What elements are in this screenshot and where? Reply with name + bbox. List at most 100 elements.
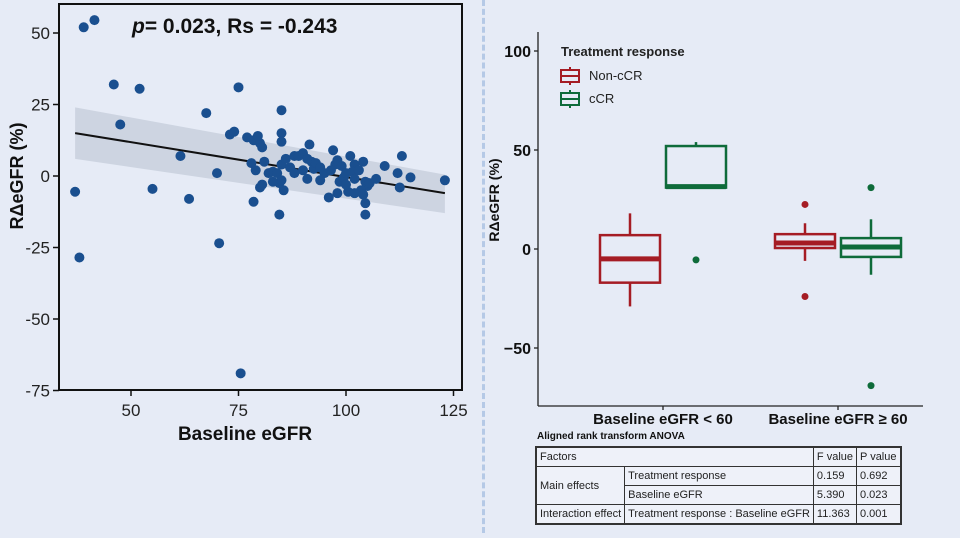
scatter-point [115,119,126,130]
scatter-point [379,160,390,171]
box-non-ccr-1 [773,200,837,301]
scatter-axes: 50 25 0 -25 -50 -75 50 75 100 125 [25,3,468,420]
legend-item-ccr: cCR [560,90,614,108]
scatter-point [325,165,336,176]
box-ccr-0 [664,142,728,264]
table-row: Main effects Treatment response 0.159 0.… [535,466,901,505]
y-axis-label: RΔeGFR (%) [7,123,27,230]
scatter-point [341,179,351,190]
outlier-point [867,184,875,192]
box-ccr-1 [839,184,903,390]
scatter-point [147,183,158,194]
header-f-value: F value [812,446,858,467]
scatter-point [405,172,416,183]
factor-cell: Treatment response : Baseline eGFR [624,504,814,525]
header-factors: Factors [535,446,814,467]
y-tick-label: 0 [522,242,531,259]
legend-title: Treatment response [561,44,685,59]
scatter-point [248,196,259,207]
scatter-point [358,156,369,167]
y-tick-label: -25 [25,239,50,258]
annotation-text: = 0.023, Rs = -0.243 [145,15,338,38]
scatter-point [89,15,100,26]
scatter-point [396,150,407,161]
table-header-row: Factors F value P value [535,446,901,467]
legend-item-non-ccr: Non-cCR [560,67,642,85]
scatter-chart: 50 25 0 -25 -50 -75 50 75 100 125 p= 0.023, Rs = … [7,3,468,445]
panel-divider [482,0,485,533]
scatter-point [276,136,287,147]
scatter-point [274,209,285,220]
scatter-point [175,150,186,161]
f-value-cell: 5.390 [812,485,858,505]
scatter-point [439,175,450,186]
outlier-point [801,293,809,301]
p-value-cell: 0.023 [856,485,901,505]
f-value-cell: 11.363 [812,504,858,525]
scatter-point [302,173,313,184]
interaction-effect-label: Interaction effect [535,504,626,525]
scatter-point [108,79,119,90]
scatter-point [280,153,291,164]
scatter-point [267,176,278,187]
scatter-point [257,142,268,153]
scatter-point [298,165,308,176]
f-value-cell: 0.159 [812,466,858,486]
scatter-point [345,150,356,161]
y-tick-label: −50 [504,341,531,358]
y-tick-label: -75 [25,382,50,401]
scatter-point [371,173,382,184]
scatter-point [233,82,244,93]
scatter-point [360,209,371,220]
anova-table: Factors F value P value Main effects Tre… [535,446,902,525]
scatter-point [70,186,81,197]
p-value-cell: 0.001 [856,504,901,525]
boxplot-boxes [598,142,903,390]
scatter-point [332,188,343,199]
scatter-point [276,128,287,139]
scatter-point [276,175,287,186]
scatter-point [235,368,246,379]
outlier-point [692,256,700,264]
correlation-annotation: p= 0.023, Rs = -0.243 [131,15,337,38]
scatter-point [358,189,369,200]
y-tick-label: 50 [513,143,531,160]
y-tick-label: 25 [31,96,50,115]
scatter-points [70,15,450,379]
scatter-point [257,179,268,190]
boxplot-axes: 100 50 0 −50 Baseline eGFR < 60 Baseline eGFR… [504,32,923,428]
scatter-panel: 50 25 0 -25 -50 -75 50 75 100 125 p= 0.023, Rs = … [0,0,470,533]
outlier-point [801,200,809,208]
y-tick-label: 100 [504,44,531,61]
x-tick-label: Baseline eGFR < 60 [593,411,733,428]
scatter-point [250,165,261,176]
p-value-cell: 0.692 [856,466,901,486]
plot-frame [58,3,463,391]
scatter-point [201,108,212,119]
p-symbol: p [131,15,145,38]
legend-label: cCR [589,91,614,106]
box-non-ccr-0 [598,213,662,307]
scatter-point [315,175,326,186]
factor-cell: Treatment response [624,466,814,486]
factor-cell: Baseline eGFR [624,485,814,505]
x-tick-label: 125 [439,401,467,420]
table-row: Interaction effect Treatment response : … [535,504,901,525]
scatter-point [229,126,240,137]
scatter-point [360,198,371,209]
legend-label: Non-cCR [589,68,642,83]
outlier-point [867,382,875,390]
scatter-point [214,238,225,249]
scatter-point [134,83,145,94]
legend: Treatment response Non-cCR cCR [560,44,685,108]
boxplot-panel: 100 50 0 −50 Baseline eGFR < 60 Baseline eGFR… [486,0,960,533]
x-tick-label: 100 [332,401,360,420]
header-p-value: P value [856,446,901,467]
table-row: Baseline eGFR 5.390 0.023 [536,485,901,505]
scatter-point [353,165,364,176]
boxplot-chart: 100 50 0 −50 Baseline eGFR < 60 Baseline eGFR… [486,32,923,428]
box-iqr [664,144,728,189]
anova-title: Aligned rank transform ANOVA [537,431,685,442]
y-tick-label: 0 [41,167,50,186]
scatter-point [328,145,339,156]
